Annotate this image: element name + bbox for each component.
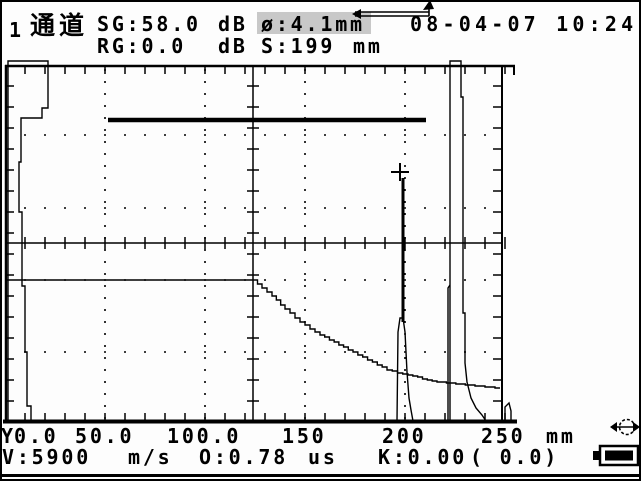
selected-param-highlight (257, 12, 371, 34)
series-echo-225mm-left-step (447, 284, 451, 421)
echo-225mm-left-step (447, 284, 451, 421)
echo-200mm-envelope (396, 317, 414, 422)
datetime: 08-04-07 10:24 (410, 12, 638, 36)
series-dac-curve (6, 279, 500, 389)
echo-225mm-envelope (449, 60, 487, 422)
axis-unit: mm (546, 424, 576, 448)
dac-curve (6, 279, 500, 389)
axis-tick-50: 50.0 (75, 424, 135, 448)
axis-tick-200: 200 (382, 424, 427, 448)
reference-gain-value: RG:0.0 (97, 34, 187, 58)
edge-echo-blip (504, 401, 512, 421)
plot-border (3, 64, 517, 424)
surface-gain-value: SG:58.0 (97, 12, 201, 36)
series-edge-echo-blip (504, 401, 512, 421)
initial-pulse (7, 60, 49, 421)
bottom-separator (0, 474, 641, 477)
axis-tick-0: 0.0 (14, 424, 59, 448)
series-echo-200mm-envelope (396, 317, 414, 422)
gain-unit-2: dB (218, 34, 248, 58)
zero-offset-unit: us (308, 445, 338, 469)
zero-offset-value: O:0.78 (199, 445, 289, 469)
k-value: K:0.00 (378, 445, 468, 469)
battery-full-icon (593, 444, 640, 467)
measurement-cursor (391, 163, 409, 181)
beam-diameter-value: ø:4.1mm (261, 12, 365, 36)
series-echo-225mm-envelope (449, 60, 487, 422)
channel-number: 1 (9, 18, 24, 42)
velocity-unit: m/s (128, 445, 173, 469)
gain-unit: dB (218, 12, 248, 36)
rotary-knob-icon (610, 418, 640, 436)
probe-angle-value: ( 0.0) (470, 445, 560, 469)
series-initial-pulse (7, 60, 49, 421)
axis-tick-250: 250 (481, 424, 526, 448)
axis-y-label: Y (1, 424, 16, 448)
axis-tick-100: 100.0 (167, 424, 242, 448)
velocity-value: V:5900 (2, 445, 92, 469)
channel-label: 通道 (30, 11, 89, 40)
straight-beam-probe-icon (352, 0, 434, 19)
sound-path-unit: mm (353, 34, 383, 58)
axis-tick-150: 150 (282, 424, 327, 448)
sound-path-value: S:199 (261, 34, 336, 58)
